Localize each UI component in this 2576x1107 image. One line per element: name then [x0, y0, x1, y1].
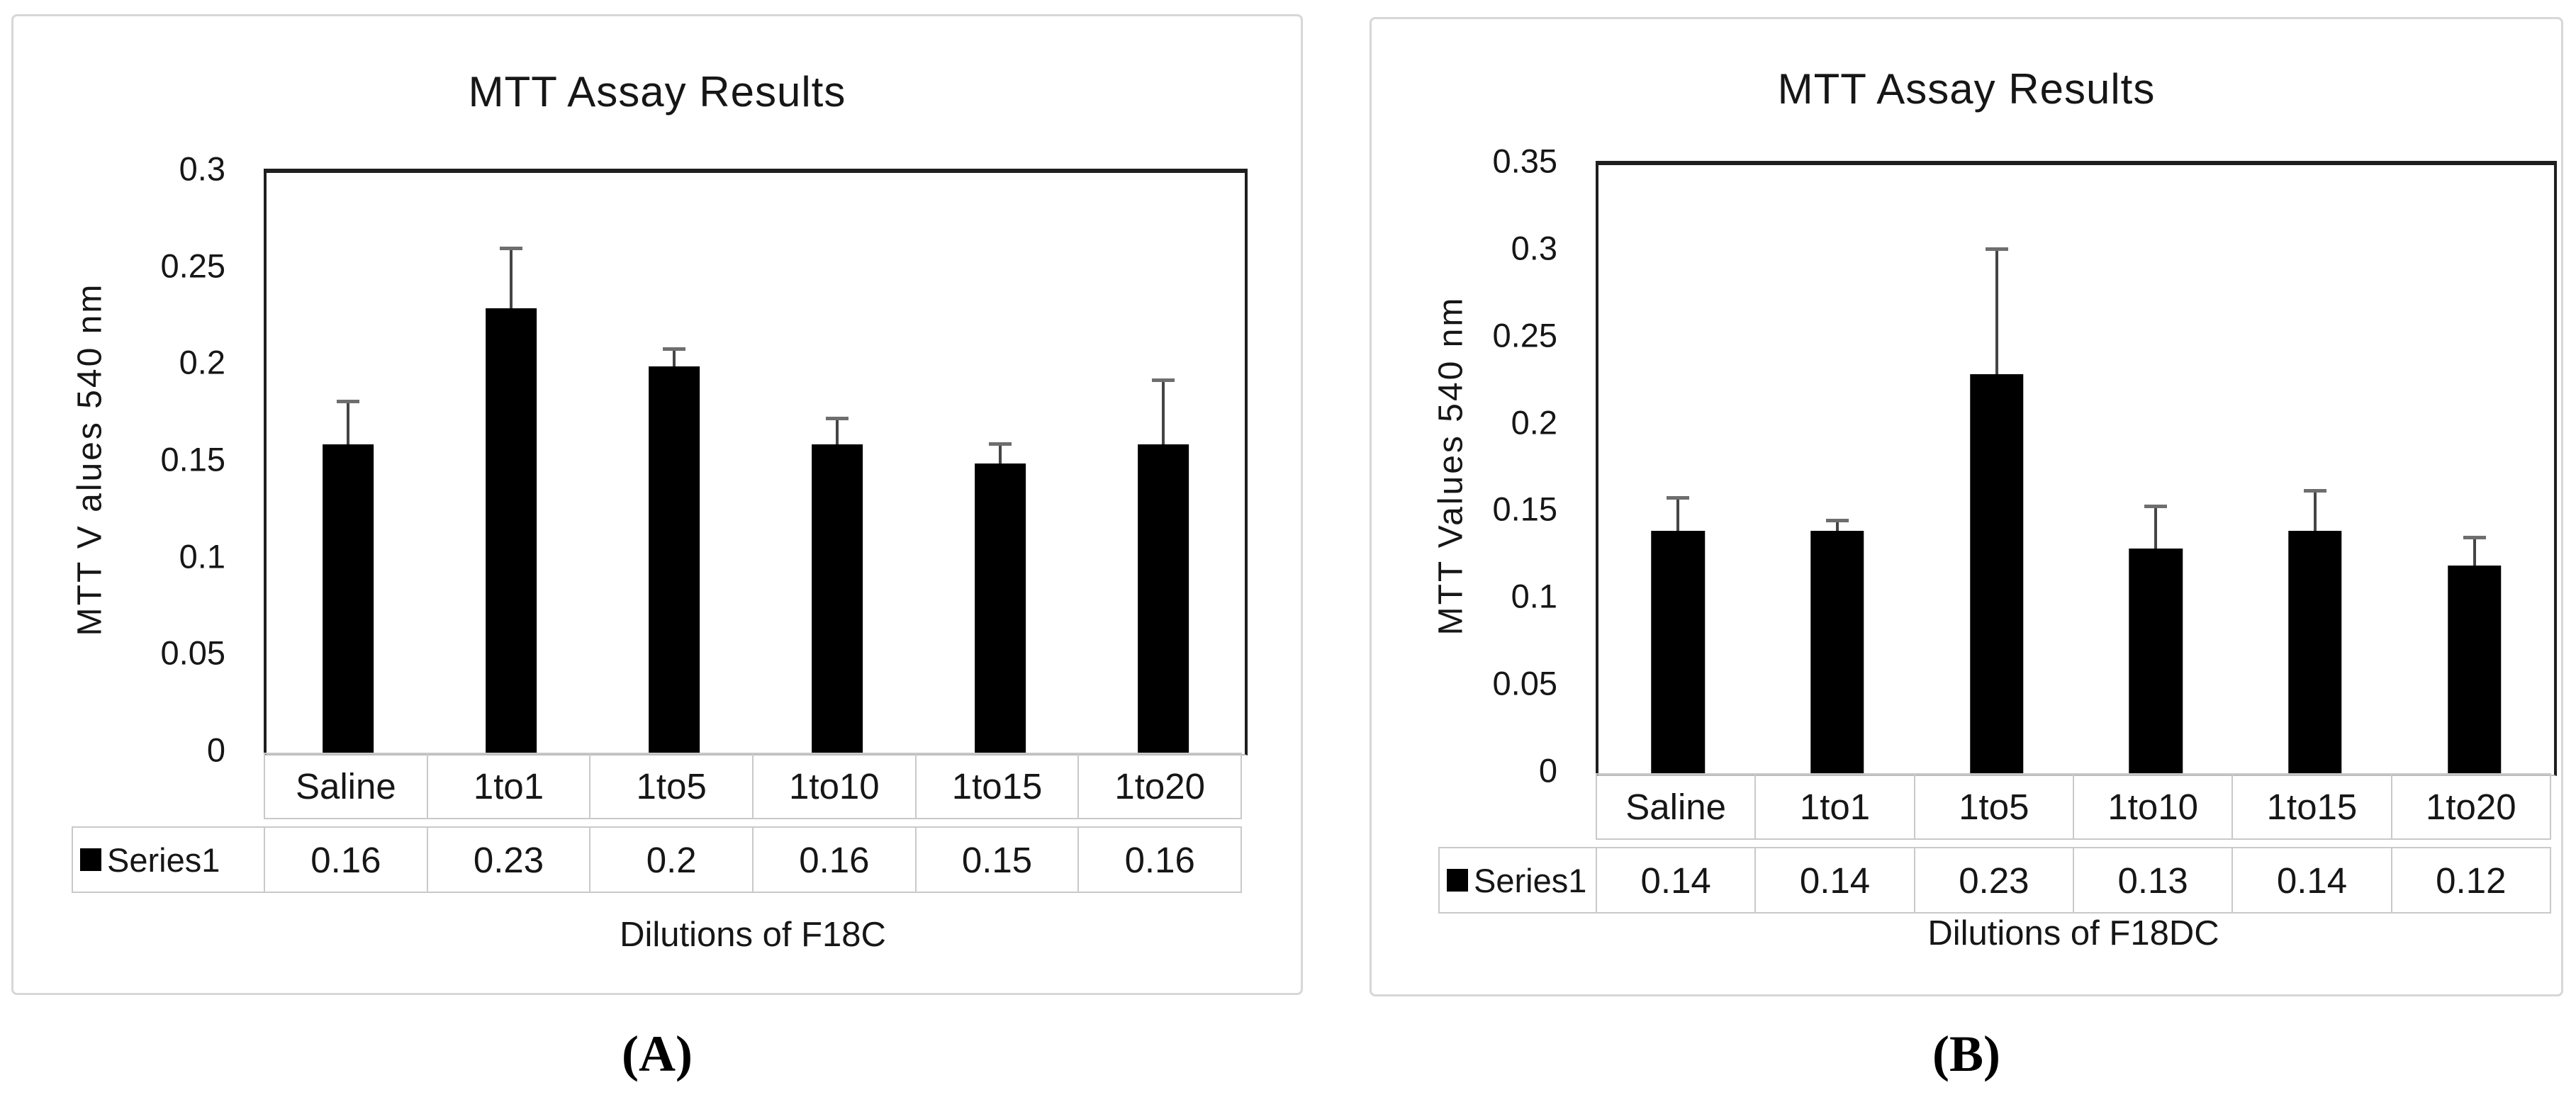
value-cell: 0.13: [2073, 847, 2234, 914]
chart-title: MTT Assay Results: [468, 68, 846, 116]
value-cell: 0.15: [916, 826, 1080, 893]
error-bar-1to5: [1985, 247, 2008, 374]
value-cell: 0.16: [265, 826, 428, 893]
category-cell: 1to1: [1756, 773, 1915, 840]
error-bar-cap: [2304, 489, 2326, 493]
data-table-row: Series1 0.16 0.23 0.2 0.16 0.15 0.16: [72, 826, 1243, 893]
category-cell: 1to15: [916, 753, 1080, 819]
category-cell: 1to10: [754, 753, 917, 819]
y-tick-label: 0.3: [179, 150, 225, 188]
error-bar-cap: [1985, 247, 2008, 251]
category-cell: 1to5: [590, 753, 754, 819]
category-cell: 1to20: [2392, 773, 2551, 840]
bar-1to5: [649, 366, 700, 754]
bar-1to1: [486, 308, 537, 754]
caption-b: (B): [1932, 1025, 2000, 1082]
category-cell: 1to15: [2233, 773, 2392, 840]
category-cell: 1to5: [1915, 773, 2074, 840]
category-cell: 1to10: [2073, 773, 2234, 840]
value-cell: 0.14: [2233, 847, 2392, 914]
category-header-row: Saline 1to1 1to5 1to10 1to15 1to20: [264, 753, 1243, 819]
error-bar-cap: [826, 417, 849, 421]
bar-1to15: [2288, 531, 2342, 775]
y-tick-label: 0.2: [179, 343, 225, 381]
error-bar-cap: [337, 399, 359, 403]
error-bar-Saline: [1667, 495, 1690, 531]
y-tick-label: 0.3: [1511, 229, 1557, 267]
series-swatch-icon: [1447, 869, 1468, 892]
y-tick-label: 0: [1538, 751, 1557, 789]
y-tick-label: 0.25: [1492, 316, 1557, 354]
value-cell: 0.16: [754, 826, 917, 893]
plot-area: [1596, 161, 2557, 776]
error-bar-1to20: [1152, 378, 1175, 444]
bar-1to5: [1969, 373, 2024, 775]
error-bar-1to1: [1826, 518, 1849, 531]
value-cell: 0.23: [1915, 847, 2074, 914]
series-name: Series1: [107, 841, 220, 879]
error-bar-cap: [2144, 505, 2168, 509]
bar-1to15: [975, 463, 1026, 754]
error-bar-cap: [1826, 518, 1849, 522]
error-bar-1to10: [2144, 505, 2168, 549]
y-tick-label: 0.15: [1492, 490, 1557, 528]
error-bar-cap: [989, 442, 1012, 446]
chart-panel-a: MTT Assay Results MTT V alues 540 nm 0.3…: [11, 14, 1303, 995]
x-axis-title: Dilutions of F18C: [620, 916, 886, 954]
error-bar-cap: [500, 246, 522, 250]
y-tick-label: 0.15: [160, 440, 225, 478]
bar-1to10: [2129, 548, 2183, 775]
bar-1to20: [1138, 444, 1189, 754]
error-bar-cap: [1152, 378, 1175, 382]
bar-1to10: [812, 444, 863, 754]
error-bar-1to15: [989, 442, 1012, 463]
error-bar-cap: [1667, 495, 1690, 500]
chart-panel-b: MTT Assay Results MTT Values 540 nm 0.35…: [1370, 17, 2563, 996]
error-bar-1to1: [500, 246, 522, 309]
x-axis-title: Dilutions of F18DC: [1927, 914, 2219, 953]
value-cell: 0.12: [2392, 847, 2551, 914]
value-cell: 0.14: [1756, 847, 1915, 914]
y-tick-label: 0.1: [1511, 577, 1557, 615]
error-bar-Saline: [337, 399, 359, 444]
y-tick-label: 0.35: [1492, 142, 1557, 180]
data-table-row: Series1 0.14 0.14 0.23 0.13 0.14 0.12: [1438, 847, 2551, 914]
legend-key: Series1: [73, 826, 265, 893]
category-cell: Saline: [265, 753, 428, 819]
series-swatch-icon: [80, 848, 101, 871]
y-tick-label: 0.05: [160, 634, 225, 672]
bar-1to1: [1810, 531, 1864, 775]
bar-Saline: [323, 444, 374, 754]
series-name: Series1: [1474, 861, 1587, 899]
y-axis-tick-labels: 0.35 0.3 0.25 0.2 0.15 0.1 0.05 0: [1372, 19, 2561, 994]
value-cell: 0.2: [590, 826, 754, 893]
legend-key: Series1: [1440, 847, 1597, 914]
y-tick-label: 0.05: [1492, 664, 1557, 702]
error-bar-cap: [2463, 536, 2486, 540]
error-bar-cap: [663, 347, 685, 352]
plot-area: [264, 169, 1248, 755]
y-tick-label: 0.25: [160, 247, 225, 285]
caption-a: (A): [622, 1025, 693, 1082]
value-cell: 0.14: [1597, 847, 1757, 914]
value-cell: 0.16: [1079, 826, 1243, 893]
error-bar-1to15: [2304, 489, 2326, 531]
error-bar-1to10: [826, 417, 849, 444]
category-cell: 1to20: [1079, 753, 1243, 819]
bar-1to20: [2447, 566, 2502, 775]
y-tick-label: 0.2: [1511, 403, 1557, 442]
y-axis-tick-labels: 0.3 0.25 0.2 0.15 0.1 0.05 0: [13, 16, 1301, 993]
y-tick-label: 0: [206, 731, 225, 769]
category-cell: Saline: [1597, 773, 1757, 840]
error-bar-1to5: [663, 347, 685, 367]
bar-Saline: [1651, 531, 1706, 775]
y-tick-label: 0.1: [179, 537, 225, 575]
category-cell: 1to1: [427, 753, 591, 819]
chart-title: MTT Assay Results: [1777, 65, 2156, 113]
category-header-row: Saline 1to1 1to5 1to10 1to15 1to20: [1596, 773, 2551, 840]
value-cell: 0.23: [427, 826, 591, 893]
error-bar-1to20: [2463, 536, 2486, 566]
